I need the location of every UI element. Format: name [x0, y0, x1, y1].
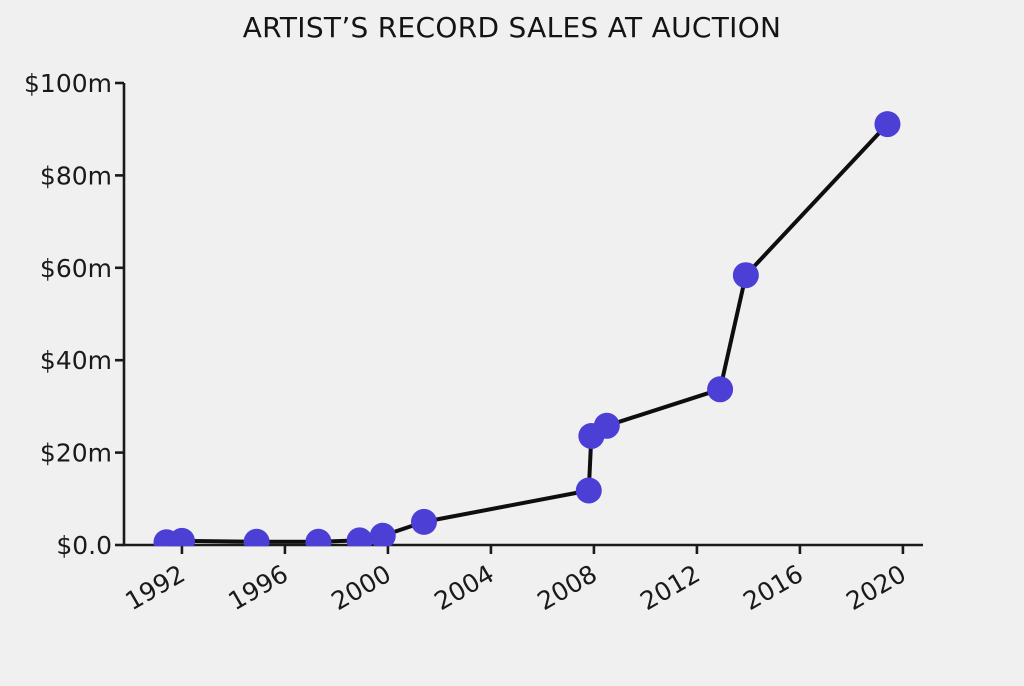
- data-point: [575, 477, 602, 504]
- y-tick-label: $80m: [40, 161, 112, 190]
- data-point: [707, 376, 734, 403]
- y-tick-label: $20m: [40, 439, 112, 468]
- data-point: [305, 528, 332, 547]
- x-tick-label: 2016: [738, 559, 808, 616]
- x-tick-label: 2012: [635, 559, 705, 616]
- y-tick-label: $40m: [40, 346, 112, 375]
- x-tick-label: 1992: [120, 559, 190, 616]
- x-tick-label: 2004: [429, 559, 499, 616]
- y-tick-label: $60m: [40, 254, 112, 283]
- plot-area: [153, 111, 901, 547]
- x-tick-label: 1996: [223, 559, 293, 616]
- data-line: [166, 122, 889, 545]
- x-tick-label: 2020: [841, 559, 911, 616]
- data-point: [243, 528, 270, 547]
- data-point: [410, 508, 437, 535]
- y-tick-label: $0.0: [56, 531, 112, 560]
- data-point: [346, 527, 373, 547]
- data-point: [593, 412, 620, 439]
- axis-spines: [122, 83, 923, 547]
- data-point: [369, 522, 396, 547]
- x-tick-label: 2000: [326, 559, 396, 616]
- data-point: [874, 111, 901, 138]
- data-point: [168, 527, 195, 547]
- chart-title: ARTIST’S RECORD SALES AT AUCTION: [242, 11, 782, 44]
- y-tick-label: $100m: [24, 69, 112, 98]
- x-tick-label: 2008: [532, 559, 602, 616]
- data-point: [732, 262, 759, 289]
